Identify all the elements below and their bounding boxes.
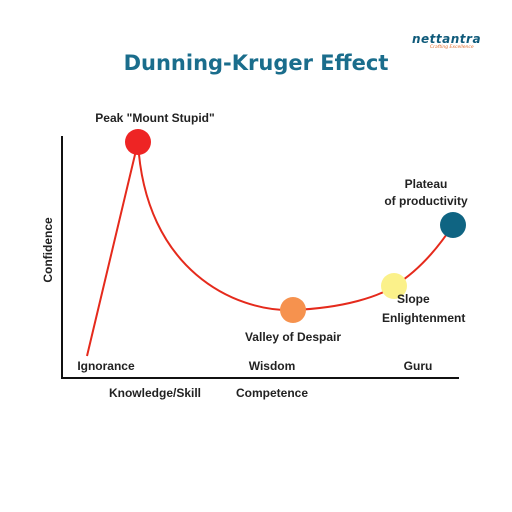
plateau-marker [440,212,466,238]
logo-tagline: Crafting Excellence [430,45,474,50]
slope-label-line1: Slope [397,292,430,306]
stage-ignorance: Ignorance [77,359,135,373]
peak-marker [125,129,151,155]
stage-guru: Guru [404,359,433,373]
plateau-label-line2: of productivity [384,194,468,208]
stage-wisdom: Wisdom [249,359,296,373]
brand-logo: nettantra Crafting Excellence [412,32,484,50]
valley-marker [280,297,306,323]
plateau-label-line1: Plateau [405,177,448,191]
page-title: Dunning-Kruger Effect [123,51,389,75]
slope-label-line2: Enlightenment [382,311,465,325]
y-axis-label: Confidence [41,217,55,283]
x-axis-label-competence: Competence [236,386,308,400]
valley-label: Valley of Despair [245,330,341,344]
x-axis-label-knowledge: Knowledge/Skill [109,386,201,400]
slope-marker [381,273,407,299]
confidence-curve [86,141,454,357]
peak-label: Peak "Mount Stupid" [95,111,214,125]
logo-wordmark: nettantra [412,32,482,46]
